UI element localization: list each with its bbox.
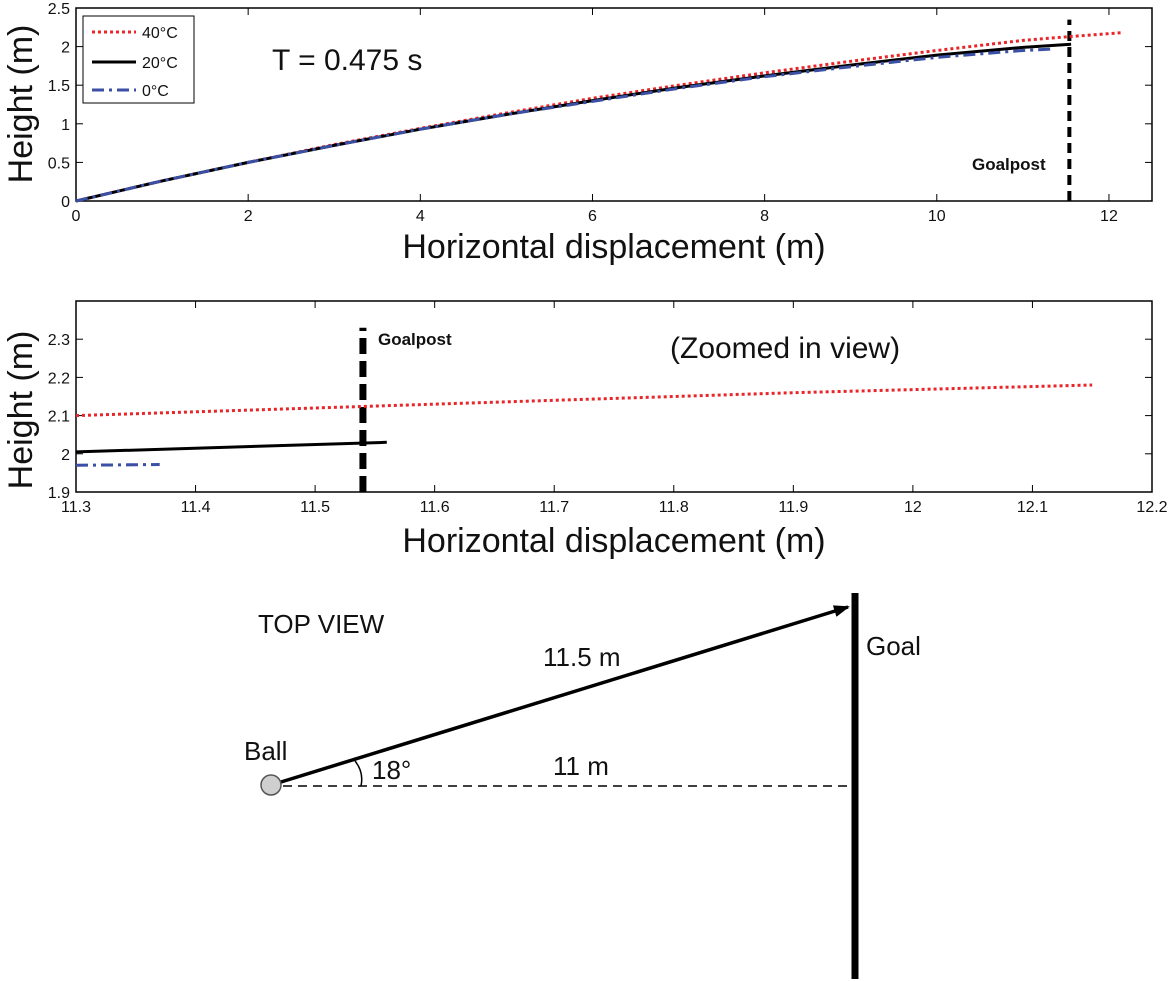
y-tick-label: 1 bbox=[61, 117, 70, 134]
zoom-annotation: (Zoomed in view) bbox=[670, 332, 900, 365]
legend-label-20c: 20°C bbox=[142, 55, 178, 72]
legend-label-0c: 0°C bbox=[142, 83, 169, 100]
y-tick-label: 2 bbox=[61, 447, 70, 464]
series-lines bbox=[75, 383, 1093, 467]
y-tick-label: 2 bbox=[61, 40, 70, 57]
x-tick-label: 8 bbox=[760, 208, 769, 225]
y-tick-label: 0.5 bbox=[48, 155, 70, 172]
y-ticks: 1.9 2 2.1 2.2 2.3 bbox=[48, 332, 1152, 502]
ball-label: Ball bbox=[244, 736, 287, 766]
x-tick-label: 11.4 bbox=[181, 499, 211, 516]
top-view-diagram: TOP VIEW Goal Ball 18° 11.5 m 11 m bbox=[244, 593, 921, 979]
y-axis-label: Height (m) bbox=[2, 25, 40, 184]
x-tick-label: 0 bbox=[72, 208, 81, 225]
plot-frame bbox=[75, 7, 1153, 202]
x-tick-label: 10 bbox=[928, 208, 946, 225]
shot-arrow bbox=[280, 605, 850, 784]
x-ticks: 0 2 4 6 8 10 12 bbox=[72, 8, 1118, 225]
y-tick-label: 1.5 bbox=[48, 78, 70, 95]
x-ticks: 11.3 11.4 11.5 11.6 11.7 11.8 11.9 12 12.1 12.2 bbox=[61, 301, 1168, 516]
angle-label: 18° bbox=[372, 755, 411, 785]
series-20c-line bbox=[75, 440, 387, 454]
x-tick-label: 11.7 bbox=[539, 499, 569, 516]
x-tick-label: 11.8 bbox=[659, 499, 689, 516]
x-tick-label: 12 bbox=[1100, 208, 1118, 225]
x-tick-label: 11.6 bbox=[420, 499, 450, 516]
series-20c-line bbox=[75, 42, 1072, 203]
direct-distance-label: 11.5 m bbox=[543, 642, 621, 672]
y-tick-label: 1.9 bbox=[48, 485, 70, 502]
trajectory-plot: 0 2 4 6 8 10 12 0 0.5 1 1.5 2 2.5 Horizontal displa… bbox=[2, 1, 1153, 266]
x-tick-label: 12.2 bbox=[1136, 499, 1167, 516]
y-tick-label: 2.1 bbox=[48, 409, 70, 426]
x-tick-label: 11.3 bbox=[61, 499, 91, 516]
x-tick-label: 4 bbox=[416, 208, 425, 225]
y-axis-label: Height (m) bbox=[2, 331, 40, 490]
y-tick-label: 2.5 bbox=[48, 1, 70, 18]
legend-label-40c: 40°C bbox=[142, 25, 178, 42]
angle-arc bbox=[354, 760, 363, 787]
legend: 40°C 20°C 0°C bbox=[82, 15, 195, 104]
goalpost-label: Goalpost bbox=[972, 155, 1046, 174]
series-40c-line bbox=[75, 31, 1123, 203]
zoomed-trajectory-plot: 11.3 11.4 11.5 11.6 11.7 11.8 11.9 12 12.1 12.2 1… bbox=[2, 300, 1168, 560]
series-40c-line bbox=[75, 383, 1093, 418]
period-annotation: T = 0.475 s bbox=[272, 44, 422, 77]
y-tick-label: 0 bbox=[61, 194, 70, 211]
series-lines bbox=[75, 31, 1123, 203]
ball bbox=[260, 774, 282, 796]
goal-label: Goal bbox=[866, 631, 921, 661]
y-ticks: 0 0.5 1 1.5 2 2.5 bbox=[48, 1, 1152, 211]
y-tick-label: 2.3 bbox=[48, 332, 70, 349]
plot-frame bbox=[75, 300, 1153, 493]
straight-distance-label: 11 m bbox=[553, 751, 609, 781]
series-0c-line bbox=[75, 463, 160, 467]
x-tick-label: 6 bbox=[588, 208, 597, 225]
x-tick-label: 12.1 bbox=[1017, 499, 1048, 516]
goalpost-label: Goalpost bbox=[378, 330, 452, 349]
series-0c-line bbox=[75, 47, 1055, 203]
top-view-title: TOP VIEW bbox=[258, 609, 385, 639]
x-tick-label: 12 bbox=[904, 499, 922, 516]
x-tick-label: 11.5 bbox=[300, 499, 330, 516]
x-tick-label: 2 bbox=[244, 208, 253, 225]
x-axis-label: Horizontal displacement (m) bbox=[402, 522, 825, 560]
x-axis-label: Horizontal displacement (m) bbox=[402, 228, 825, 266]
x-tick-label: 11.9 bbox=[778, 499, 808, 516]
y-tick-label: 2.2 bbox=[48, 370, 70, 387]
